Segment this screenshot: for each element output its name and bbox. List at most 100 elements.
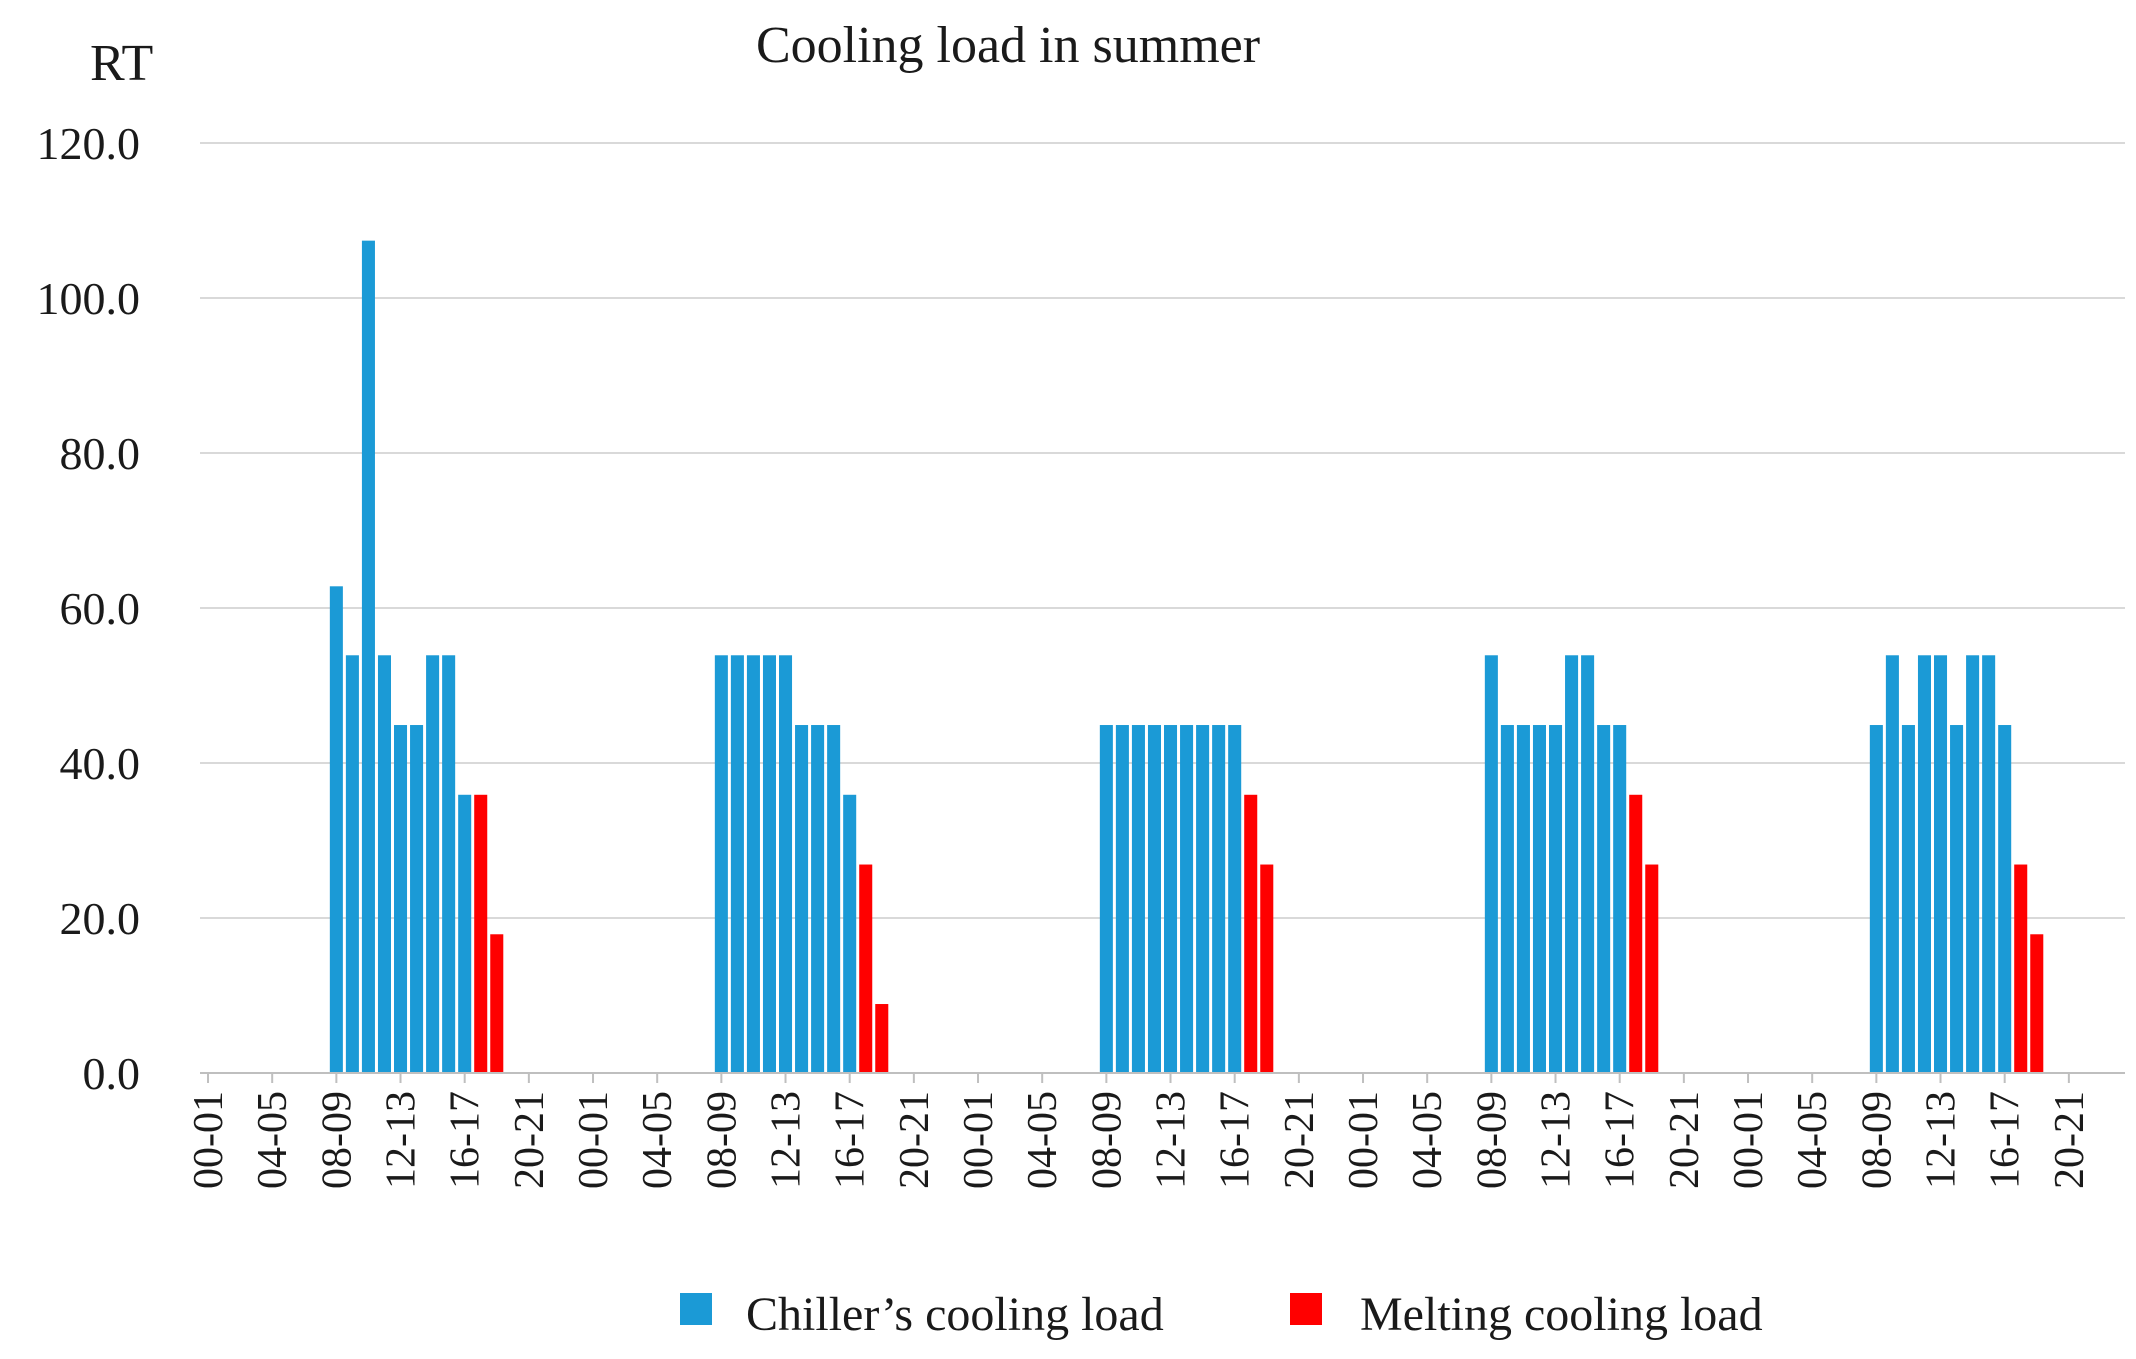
bar-chiller-109: [1950, 725, 1964, 1073]
bar-chiller-62: [1196, 725, 1210, 1073]
x-tick-label: 08-09: [1469, 1091, 1515, 1189]
x-axis-ticks: 00-01 04-05 08-09 12-13 16-17 20-21 00-01 04-05…: [186, 1073, 2093, 1189]
bar-melting-65: [1244, 794, 1258, 1073]
gridlines: [200, 142, 2125, 919]
bars: [329, 240, 2044, 1073]
bar-chiller-105: [1885, 655, 1899, 1073]
x-tick-label: 04-05: [250, 1091, 296, 1189]
x-tick-label: 12-13: [379, 1091, 425, 1189]
bar-chiller-80: [1484, 655, 1498, 1073]
bar-chiller-81: [1500, 725, 1514, 1073]
bar-chiller-64: [1228, 725, 1242, 1073]
bar-chiller-60: [1164, 725, 1178, 1073]
bar-chiller-39: [827, 725, 841, 1073]
bar-chiller-108: [1934, 655, 1948, 1073]
bar-chiller-15: [442, 655, 456, 1073]
bar-chiller-11: [377, 655, 391, 1073]
x-tick-label: 04-05: [635, 1091, 681, 1189]
x-tick-label: 00-01: [1341, 1091, 1387, 1189]
bar-chiller-58: [1131, 725, 1145, 1073]
bar-chiller-63: [1212, 725, 1226, 1073]
legend-swatch-chiller: [680, 1293, 712, 1325]
bar-chiller-111: [1982, 655, 1996, 1073]
legend: Chiller’s cooling load Melting cooling l…: [680, 1288, 1763, 1341]
x-tick-label: 08-09: [314, 1091, 360, 1189]
bar-chiller-86: [1581, 655, 1595, 1073]
bar-chiller-38: [811, 725, 825, 1073]
bar-chiller-14: [426, 655, 440, 1073]
x-tick-label: 16-17: [1983, 1091, 2029, 1189]
bar-chiller-85: [1565, 655, 1579, 1073]
x-tick-label: 16-17: [443, 1091, 489, 1189]
bar-chiller-40: [843, 794, 857, 1073]
bar-chiller-110: [1966, 655, 1980, 1073]
bar-melting-41: [859, 864, 873, 1073]
x-tick-label: 12-13: [1919, 1091, 1965, 1189]
x-tick-label: 20-21: [892, 1091, 938, 1189]
bar-chiller-33: [730, 655, 744, 1073]
bar-melting-113: [2014, 864, 2028, 1073]
bar-chiller-12: [394, 725, 408, 1073]
bar-chiller-83: [1532, 725, 1546, 1073]
x-tick-label: 00-01: [571, 1091, 617, 1189]
legend-swatch-melting: [1290, 1293, 1322, 1325]
x-tick-label: 04-05: [1405, 1091, 1451, 1189]
bar-chiller-34: [746, 655, 760, 1073]
x-tick-label: 20-21: [1662, 1091, 1708, 1189]
bar-chiller-107: [1917, 655, 1931, 1073]
x-tick-label: 12-13: [764, 1091, 810, 1189]
x-tick-label: 08-09: [699, 1091, 745, 1189]
y-axis-unit-label: RT: [90, 35, 153, 92]
bar-chiller-59: [1147, 725, 1161, 1073]
bar-melting-18: [490, 934, 504, 1073]
bar-chiller-35: [762, 655, 776, 1073]
x-tick-label: 16-17: [1598, 1091, 1644, 1189]
x-tick-label: 00-01: [956, 1091, 1002, 1189]
y-tick-label: 0.0: [83, 1048, 141, 1099]
bar-melting-90: [1645, 864, 1659, 1073]
legend-label-melting: Melting cooling load: [1360, 1288, 1763, 1341]
bar-chiller-9: [345, 655, 359, 1073]
bar-chiller-13: [410, 725, 424, 1073]
bar-chiller-56: [1099, 725, 1113, 1073]
bar-melting-66: [1260, 864, 1274, 1073]
bar-melting-17: [474, 794, 488, 1073]
y-tick-label: 60.0: [60, 583, 141, 634]
x-tick-label: 12-13: [1149, 1091, 1195, 1189]
x-tick-label: 08-09: [1854, 1091, 1900, 1189]
bar-chiller-112: [1998, 725, 2012, 1073]
bar-chiller-32: [714, 655, 728, 1073]
x-tick-label: 12-13: [1534, 1091, 1580, 1189]
bar-chiller-84: [1549, 725, 1563, 1073]
x-tick-label: 16-17: [828, 1091, 874, 1189]
x-tick-label: 04-05: [1790, 1091, 1836, 1189]
y-tick-label: 100.0: [37, 273, 141, 324]
y-tick-label: 120.0: [37, 118, 141, 169]
bar-chiller-57: [1115, 725, 1129, 1073]
bar-chiller-16: [458, 794, 472, 1073]
y-axis-ticks: 0.0 20.0 40.0 60.0 80.0 100.0 120.0: [37, 118, 141, 1099]
y-tick-label: 80.0: [60, 428, 141, 479]
x-tick-label: 20-21: [507, 1091, 553, 1189]
y-tick-label: 20.0: [60, 893, 141, 944]
bar-chiller-61: [1180, 725, 1194, 1073]
bar-chiller-37: [795, 725, 809, 1073]
bar-melting-42: [875, 1004, 889, 1073]
x-tick-label: 00-01: [1726, 1091, 1772, 1189]
x-tick-label: 08-09: [1084, 1091, 1130, 1189]
x-tick-label: 04-05: [1020, 1091, 1066, 1189]
bar-chiller-104: [1869, 725, 1883, 1073]
bar-chiller-82: [1516, 725, 1530, 1073]
x-tick-label: 00-01: [186, 1091, 232, 1189]
bar-chiller-36: [779, 655, 793, 1073]
chart-title: Cooling load in summer: [756, 17, 1260, 74]
x-tick-label: 16-17: [1213, 1091, 1259, 1189]
bar-chiller-8: [329, 586, 343, 1073]
bar-chiller-87: [1597, 725, 1611, 1073]
bar-melting-89: [1629, 794, 1643, 1073]
bar-melting-114: [2030, 934, 2044, 1073]
bar-chiller-106: [1901, 725, 1915, 1073]
bar-chiller-10: [361, 240, 375, 1073]
x-tick-label: 20-21: [2047, 1091, 2093, 1189]
